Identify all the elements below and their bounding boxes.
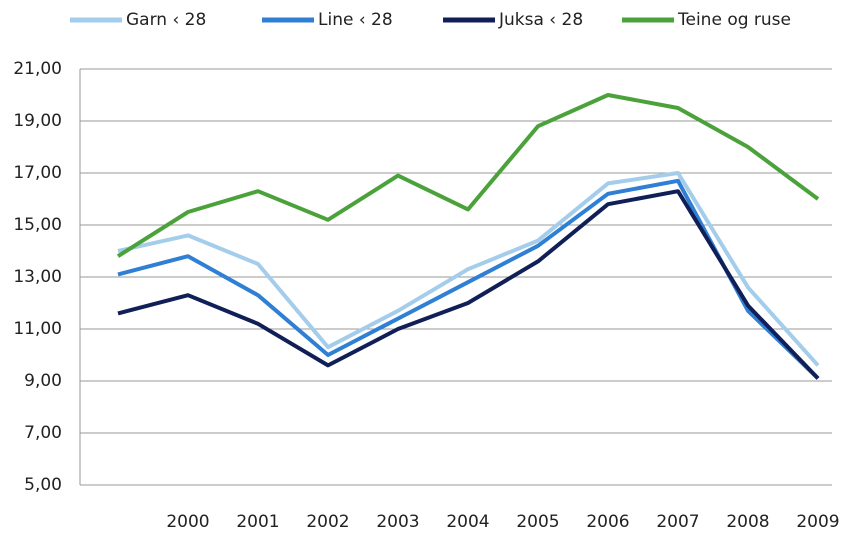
y-tick-label: 9,00 (24, 371, 62, 391)
x-tick-label: 2003 (376, 512, 419, 532)
x-tick-label: 2008 (726, 512, 769, 532)
legend-label: Garn ‹ 28 (126, 10, 206, 30)
series-line (116, 93, 820, 258)
x-tick-label: 2007 (656, 512, 699, 532)
x-tick-label: 2001 (236, 512, 279, 532)
y-tick-label: 19,00 (13, 111, 62, 131)
y-tick-label: 17,00 (13, 163, 62, 183)
y-tick-label: 7,00 (24, 423, 62, 443)
x-tick-label: 2000 (166, 512, 209, 532)
y-tick-label: 11,00 (13, 319, 62, 339)
x-tick-label: 2002 (306, 512, 349, 532)
x-tick-label: 2009 (796, 512, 839, 532)
y-tick-label: 13,00 (13, 267, 62, 287)
series-line (117, 178, 820, 380)
y-tick-label: 5,00 (24, 475, 62, 495)
legend-label: Teine og ruse (677, 10, 791, 30)
legend-label: Juksa ‹ 28 (498, 10, 583, 30)
y-tick-label: 15,00 (13, 215, 62, 235)
x-tick-label: 2004 (446, 512, 489, 532)
x-tick-label: 2006 (586, 512, 629, 532)
x-tick-label: 2005 (516, 512, 559, 532)
legend-label: Line ‹ 28 (318, 10, 393, 30)
series-line (117, 171, 820, 367)
series-line (117, 189, 820, 380)
y-tick-label: 21,00 (13, 59, 62, 79)
